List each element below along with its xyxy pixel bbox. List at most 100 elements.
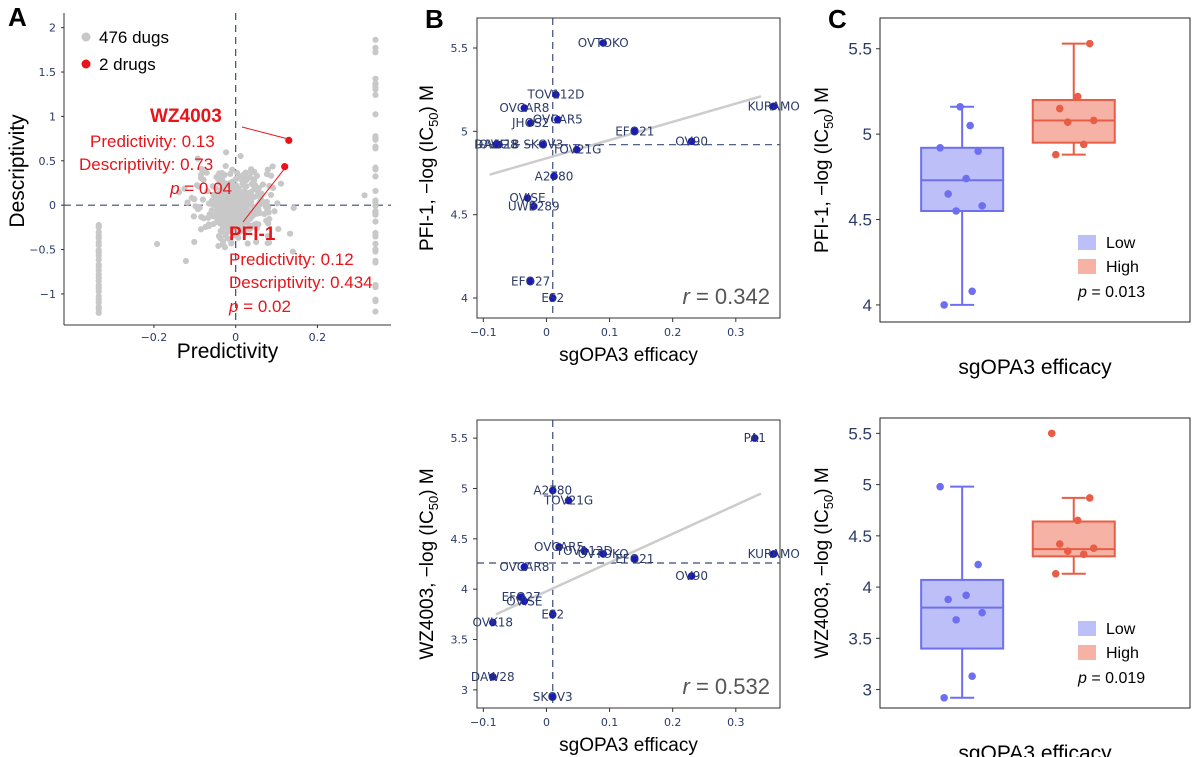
plot-frame <box>879 17 1191 323</box>
legend-label: Low <box>1106 621 1136 638</box>
cell-line-label: TOV112D <box>555 544 613 558</box>
drug-point <box>191 238 198 246</box>
data-point <box>956 103 964 111</box>
cell-line-point <box>520 104 529 112</box>
cell-line-point <box>572 145 581 154</box>
x-tick-label: 0.2 <box>664 716 682 729</box>
drug-point <box>234 169 241 177</box>
drug-point <box>237 152 244 160</box>
drug-point <box>241 227 248 235</box>
drug-point <box>372 36 379 43</box>
drug-point <box>224 235 231 242</box>
data-point <box>1051 569 1060 578</box>
drug-point <box>271 208 278 215</box>
drug-point <box>372 145 379 152</box>
drug-point <box>212 184 219 192</box>
drug-point <box>199 196 207 203</box>
drug-point <box>197 171 205 179</box>
data-point <box>936 482 944 491</box>
cell-line-label: EFO27 <box>502 590 541 604</box>
y-tick-label: 4 <box>461 292 468 305</box>
drug-point <box>233 211 240 218</box>
drug-point <box>243 176 250 184</box>
drug-point <box>236 201 243 209</box>
drug-point <box>237 176 245 183</box>
cell-line-point <box>769 102 778 111</box>
drug-point <box>372 135 379 142</box>
data-point <box>974 560 982 569</box>
cell-line-point <box>554 115 562 124</box>
cell-line-point <box>769 550 778 558</box>
x-tick-label: −0.1 <box>470 326 497 339</box>
cell-line-label: TOV21G <box>543 494 593 508</box>
data-point <box>1051 150 1060 159</box>
data-point <box>974 147 982 156</box>
drug-point <box>244 240 251 247</box>
cell-line-point <box>526 119 535 127</box>
legend-label: High <box>1106 645 1139 662</box>
drug-point <box>95 221 102 229</box>
drug-point <box>261 210 268 218</box>
legend-swatch <box>1078 621 1096 636</box>
drug-point <box>181 185 188 192</box>
cell-line-label: OVCAR5 <box>534 540 584 554</box>
cell-line-label: EFO27 <box>511 274 550 288</box>
data-point <box>944 190 952 198</box>
data-point <box>1089 116 1098 125</box>
cell-line-point <box>520 563 529 571</box>
drug-point <box>95 247 102 254</box>
trend-line <box>489 95 762 176</box>
data-point <box>940 693 948 702</box>
drug-point <box>200 176 207 183</box>
y-tick-label: 5 <box>461 482 468 495</box>
cell-line-point <box>631 555 639 563</box>
drug-point <box>95 303 102 310</box>
drug-point <box>222 162 229 170</box>
data-point <box>1063 118 1072 126</box>
plot-frame <box>476 419 781 709</box>
y-axis-title: PFI-1, −log (IC50) M <box>812 87 836 253</box>
cell-line-label: ES2 <box>541 607 564 621</box>
drug-point <box>251 193 259 200</box>
cell-line-label: TOV21G <box>551 143 601 157</box>
y-tick-label: 5 <box>863 476 872 495</box>
drug-point <box>222 149 230 156</box>
drug-point <box>289 248 296 255</box>
p-value: = 0.019 <box>1087 670 1145 687</box>
drug-point <box>372 257 379 264</box>
cell-line-point <box>488 672 497 681</box>
callout-line <box>242 169 285 223</box>
drug-point <box>184 199 191 206</box>
drug-point <box>225 189 232 196</box>
drug-point <box>372 81 379 88</box>
x-tick-label: 0.2 <box>664 326 682 339</box>
r-symbol: r <box>683 284 692 309</box>
x-tick-label: −0.1 <box>470 716 497 729</box>
y-tick-label: 4.5 <box>848 211 872 230</box>
y-tick-label: 5 <box>863 125 872 144</box>
highlight-name: PFI-1 <box>229 224 276 245</box>
drug-point <box>274 200 281 207</box>
data-point <box>978 608 986 617</box>
cell-line-label: OVISE <box>509 191 545 205</box>
data-point <box>1079 550 1088 559</box>
y-tick-label: 4 <box>863 296 872 315</box>
cell-line-label: A2780 <box>535 169 574 183</box>
y-tick-label: −1 <box>40 288 56 301</box>
cell-line-label: SKOV3 <box>533 690 573 704</box>
drug-point <box>221 205 229 212</box>
highlight-name: WZ4003 <box>150 106 222 127</box>
cell-line-label: OVCAR5 <box>533 113 583 127</box>
data-point <box>952 207 960 215</box>
x-tick-label: −0.2 <box>141 331 168 344</box>
drug-point <box>269 163 276 170</box>
p-symbol: p <box>169 179 179 198</box>
highlight-pvalue: p = 0.04 <box>169 179 232 198</box>
drug-point <box>372 308 379 315</box>
legend-label: 2 drugs <box>99 55 156 74</box>
drug-point <box>277 180 285 187</box>
legend-swatch <box>1078 645 1096 660</box>
cell-line-point <box>687 137 696 146</box>
cell-line-label: KURAMO <box>748 99 800 113</box>
drug-point <box>253 238 260 246</box>
